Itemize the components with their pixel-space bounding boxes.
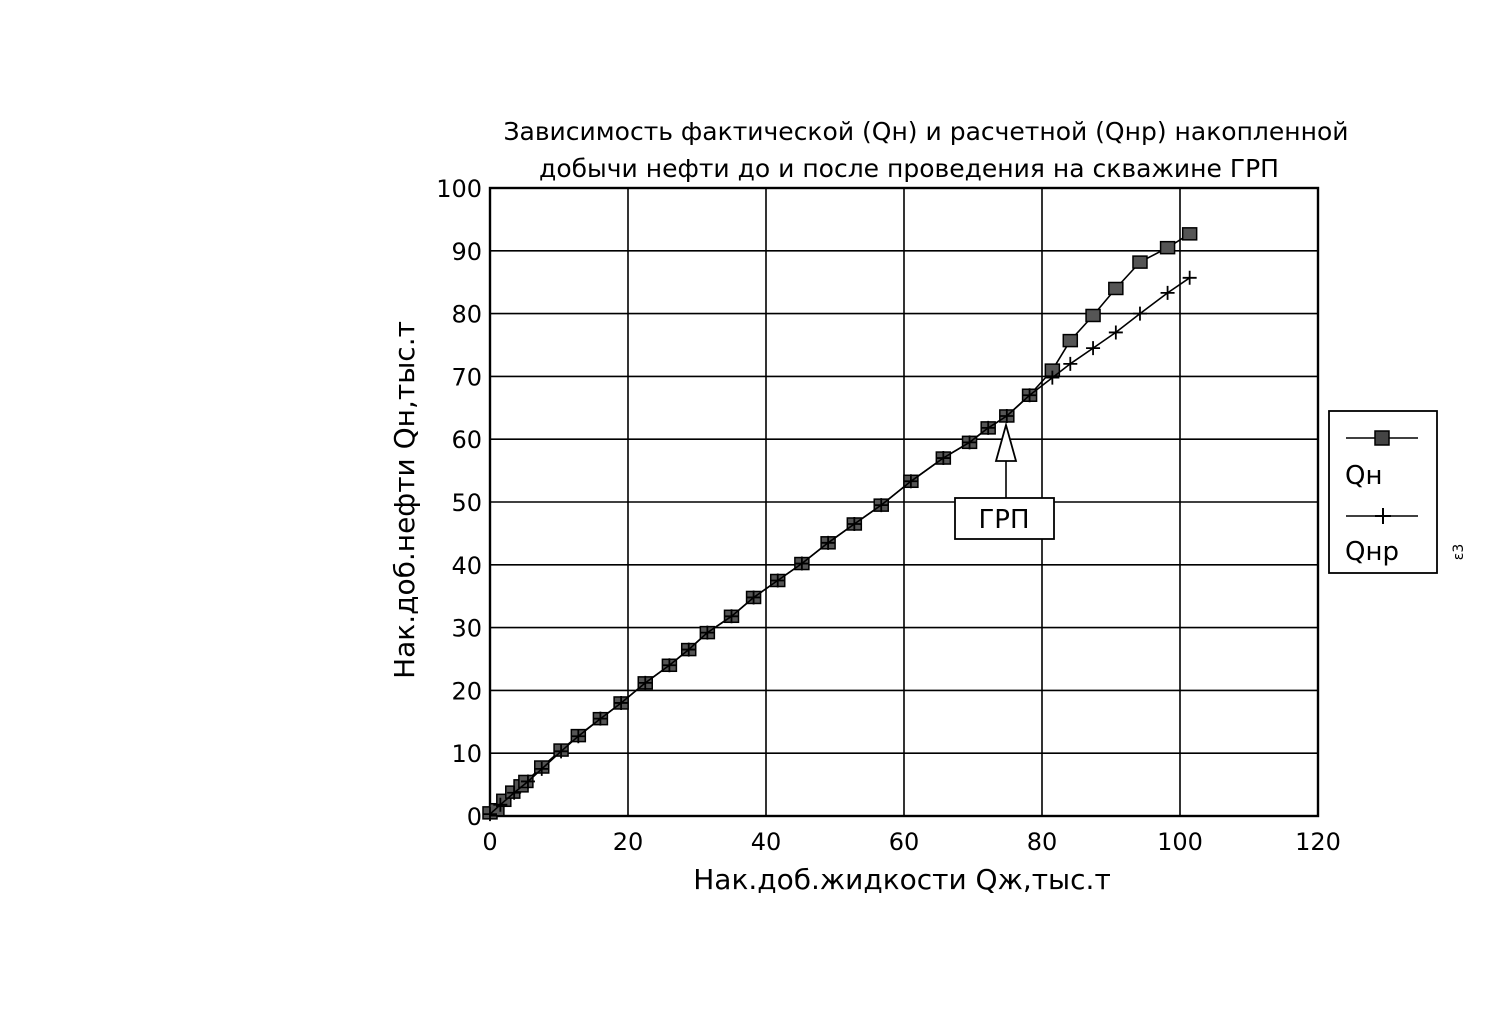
y-tick-label: 70 <box>451 363 482 391</box>
data-point-plus <box>638 675 653 690</box>
data-point-plus <box>794 556 809 571</box>
data-point-plus <box>534 761 549 776</box>
grid <box>490 188 1318 816</box>
x-tick-label: 120 <box>1295 828 1341 856</box>
data-point-plus <box>483 807 497 822</box>
data-point-plus <box>1108 325 1123 340</box>
data-point-plus <box>520 774 535 789</box>
y-tick-label: 10 <box>451 740 482 768</box>
grp-annotation: ГРП <box>954 421 1055 540</box>
data-point-plus <box>746 590 761 605</box>
y-tick-label: 40 <box>451 552 482 580</box>
data-point-plus <box>981 420 996 435</box>
x-tick-label: 0 <box>482 828 497 856</box>
y-tick-label: 90 <box>451 238 482 266</box>
data-point-plus <box>681 642 696 657</box>
chart-title-line-2: добычи нефти до и после проведения на ск… <box>539 154 1279 183</box>
data-point-square <box>1085 308 1101 323</box>
data-point-plus <box>1132 306 1147 321</box>
data-point-plus <box>1063 356 1078 371</box>
chart-title-line-1: Зависимость фактической (Qн) и расчетной… <box>503 117 1348 146</box>
x-tick-label: 100 <box>1157 828 1203 856</box>
legend-label-qn: Qн <box>1345 461 1382 491</box>
legend-marker-plus-icon <box>1375 508 1391 524</box>
y-axis-label: Нак.доб.нефти Qн,тыс.т <box>388 321 421 679</box>
data-point-plus <box>903 474 918 489</box>
y-axis-ticks: 0 10 20 30 40 50 60 70 80 90 100 <box>436 175 482 831</box>
data-point-square <box>1159 240 1176 255</box>
series-qn <box>482 227 1198 820</box>
x-axis-ticks: 0 20 40 60 80 100 120 <box>482 828 1341 856</box>
data-point-plus <box>821 535 836 550</box>
data-point-plus <box>1160 285 1175 300</box>
side-mark: ε3 <box>1451 544 1467 560</box>
y-tick-label: 20 <box>451 677 482 705</box>
data-point-square <box>1181 227 1198 241</box>
series-qnr <box>483 270 1197 822</box>
data-point-plus <box>1086 341 1101 356</box>
legend-label-qnr: Qнр <box>1345 537 1399 567</box>
chart-title: Зависимость фактической (Qн) и расчетной… <box>503 117 1348 183</box>
y-tick-label: 100 <box>436 175 482 203</box>
x-tick-label: 40 <box>751 828 782 856</box>
data-point-square <box>1108 281 1124 296</box>
y-tick-label: 60 <box>451 426 482 454</box>
y-tick-label: 50 <box>451 489 482 517</box>
data-point-plus <box>662 658 677 673</box>
data-point-plus <box>593 711 608 726</box>
data-point-plus <box>554 744 569 759</box>
grp-label-box <box>954 497 1055 540</box>
x-tick-label: 80 <box>1027 828 1058 856</box>
x-axis-label: Нак.доб.жидкости Qж,тыс.т <box>693 863 1111 896</box>
data-point-plus <box>1182 270 1197 285</box>
y-tick-label: 30 <box>451 615 482 643</box>
data-point-plus <box>507 785 522 800</box>
data-point-plus <box>1045 370 1060 385</box>
data-point-square <box>1062 333 1079 348</box>
data-point-plus <box>724 609 739 624</box>
series-layer <box>482 227 1198 822</box>
x-tick-label: 60 <box>889 828 920 856</box>
data-point-plus <box>936 451 951 466</box>
data-point-plus <box>493 797 508 812</box>
y-tick-label: 80 <box>451 301 482 329</box>
grp-arrow-head-icon <box>994 421 1018 462</box>
series-line <box>489 277 1191 815</box>
series-line <box>489 233 1191 814</box>
data-point-plus <box>847 516 862 531</box>
legend: Qн Qнр <box>1328 410 1438 574</box>
data-point-plus <box>874 498 889 513</box>
data-point-plus <box>1022 388 1037 403</box>
y-tick-label: 0 <box>467 803 482 831</box>
data-point-plus <box>962 435 977 450</box>
data-point-plus <box>571 729 586 744</box>
plot-area-frame <box>488 186 1320 818</box>
data-point-plus <box>999 408 1014 423</box>
data-point-square <box>1132 255 1148 269</box>
data-point-plus <box>614 695 629 710</box>
grp-label: ГРП <box>978 505 1029 535</box>
legend-marker-square-icon <box>1374 430 1390 446</box>
data-point-plus <box>700 625 715 640</box>
x-tick-label: 20 <box>613 828 644 856</box>
data-point-plus <box>770 573 785 588</box>
